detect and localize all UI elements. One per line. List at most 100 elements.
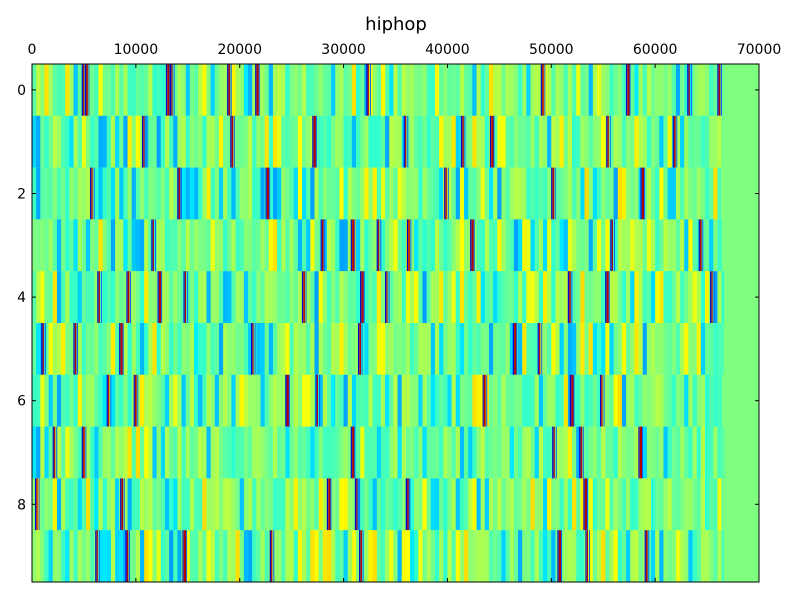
- heatmap-cell: [547, 478, 552, 531]
- heatmap-cell: [306, 115, 311, 168]
- heatmap-stripe-blue: [320, 219, 322, 272]
- heatmap-cell: [493, 323, 498, 375]
- heatmap-cell: [430, 115, 436, 168]
- heatmap-cell: [210, 64, 216, 116]
- heatmap-cell: [218, 115, 224, 168]
- heatmap-stripe-red: [167, 64, 170, 116]
- heatmap-cell: [102, 64, 108, 116]
- heatmap-cell: [484, 530, 490, 582]
- heatmap-cell: [451, 374, 457, 427]
- heatmap-cell: [272, 478, 278, 531]
- heatmap-cell: [389, 323, 394, 375]
- heatmap-cell: [501, 374, 506, 427]
- heatmap-cell: [684, 323, 689, 375]
- heatmap-cell: [248, 530, 253, 582]
- heatmap-cell: [69, 374, 74, 427]
- heatmap-cell: [372, 323, 378, 375]
- heatmap-stripe-edge: [713, 271, 715, 323]
- heatmap-cell: [223, 115, 228, 168]
- heatmap-cell: [40, 426, 45, 479]
- heatmap-cell: [704, 374, 710, 427]
- heatmap-cell: [414, 271, 419, 323]
- heatmap-cell: [393, 64, 398, 116]
- heatmap-cell: [194, 530, 199, 582]
- heatmap-cell: [626, 426, 631, 479]
- heatmap-stripe-red: [228, 64, 231, 116]
- heatmap-cell: [464, 374, 469, 427]
- heatmap-cell: [218, 219, 224, 272]
- heatmap-cell: [285, 271, 290, 323]
- heatmap-stripe-edge: [100, 271, 102, 323]
- heatmap-cell: [177, 271, 182, 323]
- heatmap-stripe-red: [356, 478, 358, 531]
- heatmap-cell: [169, 271, 174, 323]
- heatmap-cell: [721, 115, 724, 168]
- heatmap-stripe-red: [539, 323, 541, 375]
- heatmap-cell: [356, 219, 361, 272]
- heatmap-cell: [414, 167, 419, 220]
- heatmap-cell: [110, 530, 116, 582]
- heatmap-cell: [696, 167, 702, 220]
- heatmap-cell: [434, 167, 440, 220]
- heatmap-cell: [61, 323, 66, 375]
- heatmap-cell: [185, 374, 191, 427]
- heatmap-row-4: [32, 271, 725, 323]
- heatmap-cell: [422, 64, 428, 116]
- heatmap-cell: [464, 478, 469, 531]
- heatmap-cell: [601, 478, 606, 531]
- heatmap-stripe-red: [231, 115, 234, 168]
- heatmap-cell: [135, 115, 141, 168]
- heatmap-cell: [713, 167, 718, 220]
- heatmap-stripe-blue: [141, 115, 144, 168]
- heatmap-stripe-edge: [369, 64, 371, 116]
- heatmap-cell: [181, 426, 187, 479]
- heatmap-cell: [364, 374, 369, 427]
- heatmap-cell: [32, 115, 37, 168]
- heatmap-cell: [256, 115, 261, 168]
- heatmap-cell: [655, 374, 660, 427]
- heatmap-cell: [231, 426, 236, 479]
- heatmap-stripe-blue: [269, 530, 271, 582]
- heatmap-cell: [405, 167, 411, 220]
- heatmap-cell: [148, 323, 153, 375]
- heatmap-cell: [48, 167, 54, 220]
- heatmap-cell: [40, 323, 45, 375]
- heatmap-cell: [638, 478, 644, 531]
- heatmap-cell: [542, 374, 548, 427]
- heatmap-cell: [335, 426, 340, 479]
- heatmap-cell: [210, 478, 216, 531]
- heatmap-cell: [488, 219, 494, 272]
- heatmap-cell: [675, 374, 681, 427]
- heatmap-cell: [119, 219, 124, 272]
- heatmap-cell: [505, 374, 511, 427]
- heatmap-cell: [555, 115, 560, 168]
- heatmap-cell: [335, 271, 340, 323]
- heatmap-cell: [206, 323, 212, 375]
- heatmap-cell: [48, 64, 54, 116]
- heatmap-cell: [152, 323, 158, 375]
- heatmap-cell: [439, 219, 444, 272]
- heatmap-stripe-edge: [180, 167, 182, 220]
- heatmap-cell: [318, 271, 324, 323]
- heatmap-cell: [360, 426, 365, 479]
- heatmap-cell: [148, 64, 153, 116]
- heatmap-cell: [646, 219, 652, 272]
- heatmap-stripe-red: [361, 271, 364, 323]
- heatmap-cell: [613, 374, 619, 427]
- heatmap-cell: [214, 478, 220, 531]
- heatmap-cell: [306, 374, 311, 427]
- heatmap-cell: [675, 478, 681, 531]
- heatmap-cell: [347, 374, 353, 427]
- heatmap-cell: [455, 478, 461, 531]
- heatmap-cell: [509, 478, 515, 531]
- heatmap-cell: [256, 426, 261, 479]
- heatmap-stripe-red: [316, 374, 319, 427]
- heatmap-cell: [119, 115, 124, 168]
- heatmap-cell: [160, 115, 166, 168]
- heatmap-cell: [530, 271, 536, 323]
- heatmap-cell: [430, 271, 436, 323]
- heatmap-cell: [455, 64, 461, 116]
- heatmap-cell: [721, 64, 726, 116]
- heatmap-cell: [426, 478, 432, 531]
- heatmap-cell: [256, 530, 261, 582]
